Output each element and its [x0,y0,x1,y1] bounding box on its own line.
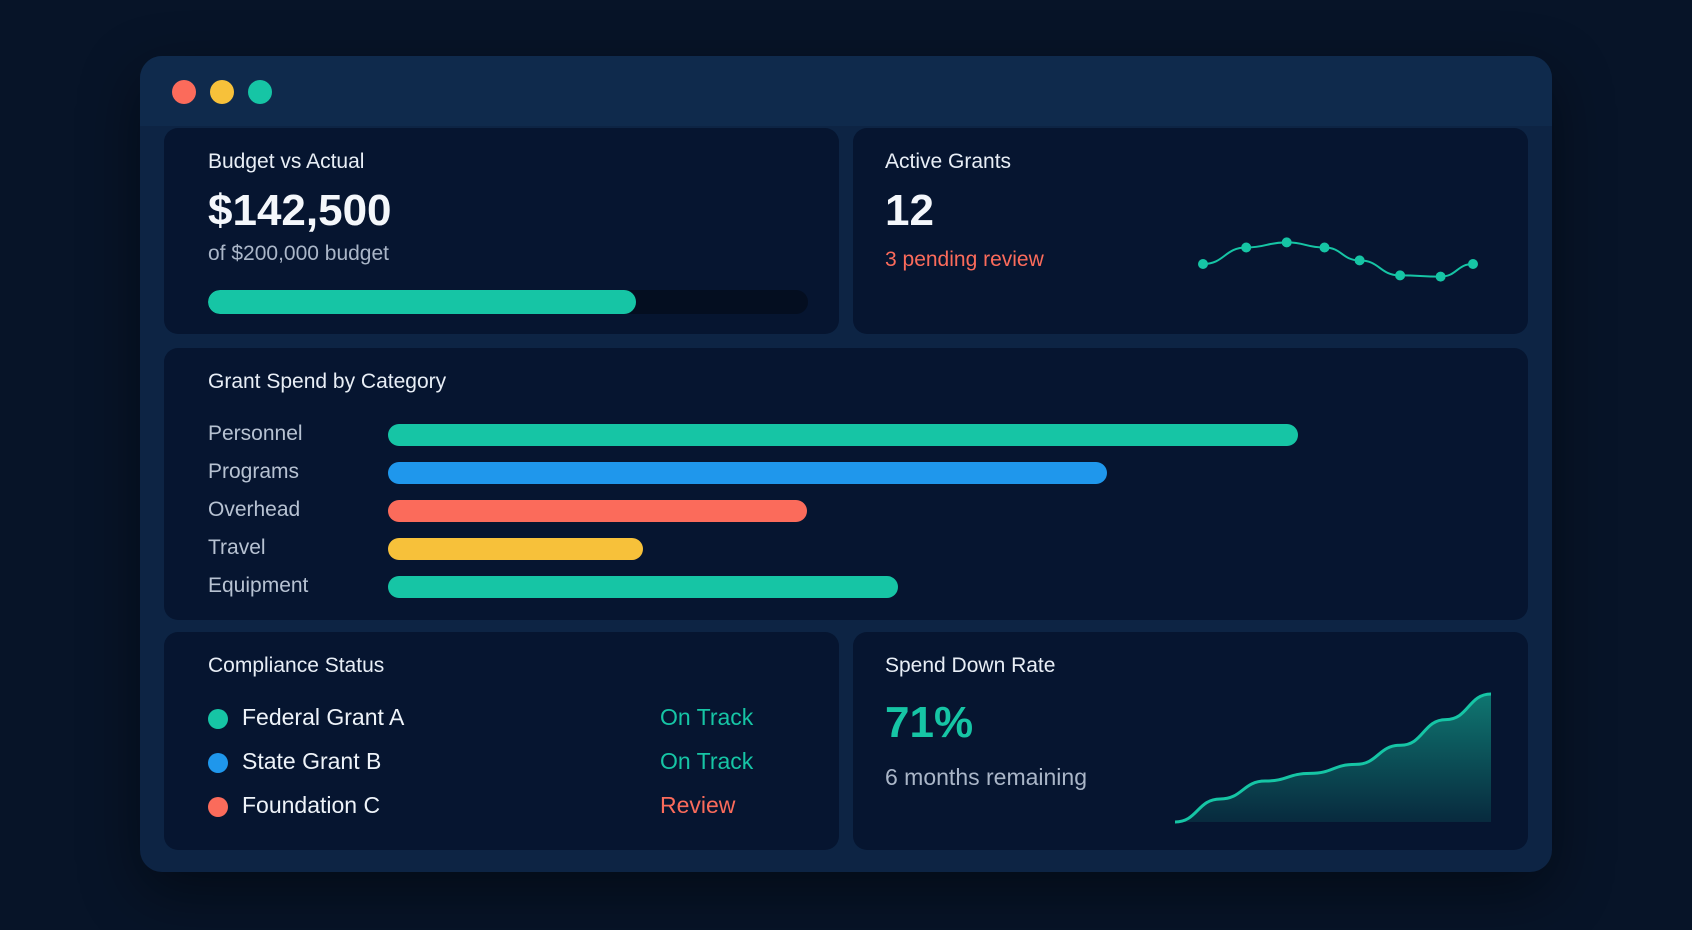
sparkline-point [1198,259,1208,269]
category-row-programs: Programs [208,458,1508,488]
grant-name: Foundation C [242,792,381,818]
window-titlebar [140,56,1552,126]
sparkline-point [1468,259,1478,269]
active-grants-card: Active Grants 12 3 pending review [853,128,1528,334]
grants-sparkline [1198,237,1478,282]
compliance-card: Compliance Status Federal Grant A On Trac… [164,632,839,850]
spend-down-title: Spend Down Rate [885,654,1056,677]
budget-progress-track [208,290,808,314]
spend-area-fill [1175,694,1491,822]
category-label: Overhead [208,498,301,521]
category-bar [388,462,1107,484]
category-label: Equipment [208,574,309,597]
spend-line [1174,692,1492,824]
compliance-status-badge: Review [660,792,736,818]
category-bar [388,500,807,522]
grant-name: State Grant B [242,748,382,774]
category-bar [388,538,643,560]
compliance-status-badge: On Track [660,748,754,774]
sparkline-point [1319,242,1330,253]
sparkline-point [1435,271,1446,282]
budget-card-title: Budget vs Actual [208,150,365,173]
category-row-personnel: Personnel [208,420,1508,450]
compliance-status-badge: On Track [660,704,754,730]
compliance-row[interactable]: State Grant B On Track [208,746,768,778]
spend-down-area-chart [1174,692,1492,824]
category-row-travel: Travel [208,534,1508,564]
category-label: Programs [208,460,300,483]
status-dot-icon [208,709,228,729]
spend-down-card: Spend Down Rate 71% 6 months remaining [853,632,1528,850]
active-grants-count: 12 [885,186,934,235]
budget-card: Budget vs Actual $142,500 of $200,000 bu… [164,128,839,334]
category-spend-card: Grant Spend by Category Personnel Program… [164,348,1528,620]
sparkline-point [1281,237,1292,248]
status-dot-icon [208,753,228,773]
sparkline-point [1354,255,1365,266]
category-label: Travel [208,536,266,559]
compliance-row[interactable]: Federal Grant A On Track [208,702,768,734]
status-dot-icon [208,797,228,817]
compliance-row[interactable]: Foundation C Review [208,790,768,822]
dashboard-window: Budget vs Actual $142,500 of $200,000 bu… [140,56,1552,872]
budget-progress-fill [208,290,636,314]
category-spend-title: Grant Spend by Category [208,370,447,393]
minimize-window-button[interactable] [210,80,234,104]
close-window-button[interactable] [172,80,196,104]
maximize-window-button[interactable] [248,80,272,104]
sparkline-point [1241,242,1252,253]
budget-subtitle: of $200,000 budget [208,242,390,265]
pending-review-text: 3 pending review [885,248,1044,271]
category-row-equipment: Equipment [208,572,1508,602]
spend-down-percent: 71% [885,698,974,747]
category-label: Personnel [208,422,303,445]
category-bar [388,576,898,598]
compliance-title: Compliance Status [208,654,385,677]
grant-name: Federal Grant A [242,704,405,730]
sparkline-point [1395,270,1406,281]
budget-amount: $142,500 [208,186,392,235]
active-grants-title: Active Grants [885,150,1012,173]
months-remaining-text: 6 months remaining [885,764,1087,790]
category-bar [388,424,1298,446]
category-row-overhead: Overhead [208,496,1508,526]
